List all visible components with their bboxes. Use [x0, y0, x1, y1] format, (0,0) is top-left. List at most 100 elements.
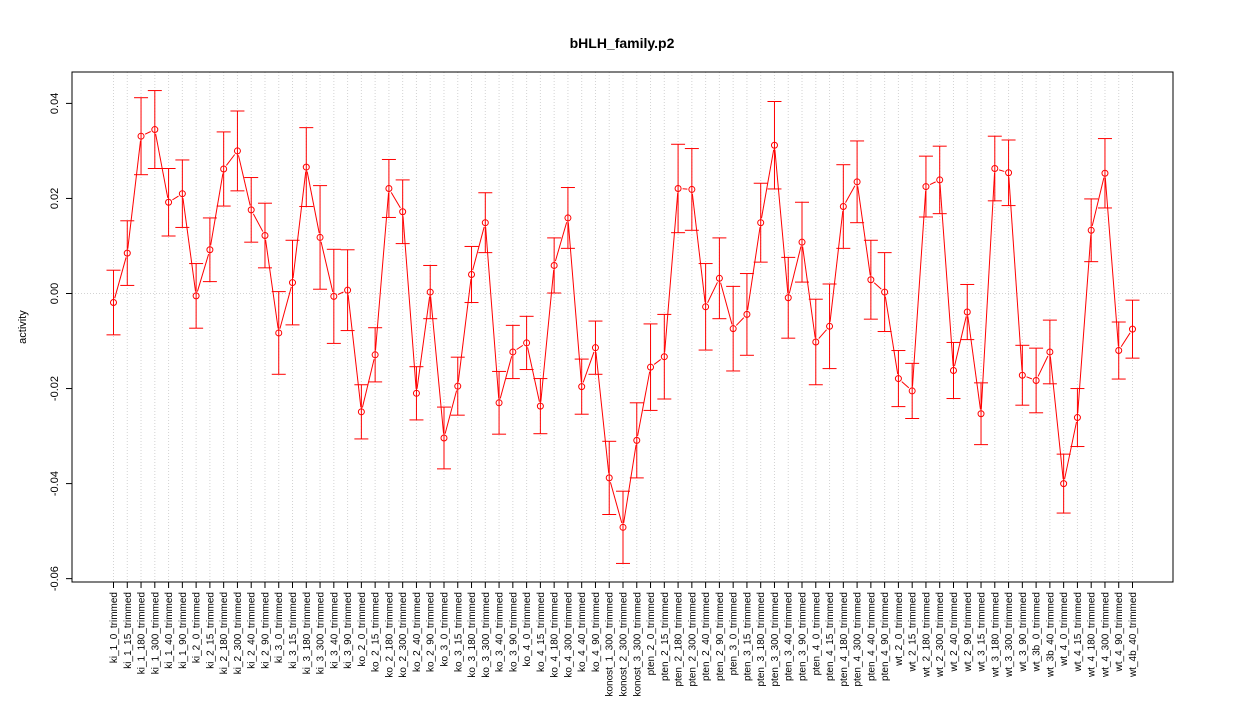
data-point [1005, 169, 1013, 177]
data-point [412, 389, 420, 397]
x-tick-label: pten_2_180_trimmed [674, 592, 685, 687]
x-tick-label: ko_2_0_trimmed [357, 592, 368, 666]
x-tick-label: ko_4_15_trimmed [536, 592, 547, 672]
data-point [247, 206, 255, 214]
series-line-segment [1120, 332, 1131, 348]
data-point [550, 261, 558, 269]
series-line-segment [595, 352, 610, 474]
series-line-segment [747, 227, 761, 311]
x-tick-label: wt_3_300_trimmed [1004, 592, 1015, 678]
plot-frame [71, 71, 1174, 583]
x-tick-label: pten_2_15_trimmed [660, 592, 671, 681]
data-point [289, 279, 297, 287]
x-tick-label: wt_3b_0_trimmed [1032, 592, 1043, 672]
data-point [949, 366, 957, 374]
x-tick-label: pten_4_40_trimmed [866, 592, 877, 681]
x-tick-label: wt_4_180_trimmed [1087, 592, 1098, 678]
series-line-segment [225, 154, 236, 166]
series-line-segment [361, 359, 375, 408]
series-line-segment [554, 222, 568, 262]
x-tick-label: ko_3_90_trimmed [508, 592, 519, 672]
data-point [192, 292, 200, 300]
series [106, 90, 1140, 564]
series-line-segment [567, 222, 582, 383]
data-point [757, 219, 765, 227]
data-point [564, 214, 572, 222]
data-point [426, 288, 434, 296]
data-point [137, 132, 145, 140]
x-tick-label: pten_3_180_trimmed [756, 592, 767, 687]
data-point [233, 147, 241, 155]
series-line-segment [252, 213, 264, 232]
series-line-segment [196, 253, 210, 292]
y-tick-label: 0.04 [49, 93, 61, 114]
x-tick-label: ki_2_180_trimmed [219, 592, 230, 674]
data-point [1032, 376, 1040, 384]
x-tick-label: ki_3_180_trimmed [302, 592, 313, 674]
data-point [784, 294, 792, 302]
data-point [275, 329, 283, 337]
series-line-segment [884, 296, 899, 375]
y-axis-label: activity [17, 310, 29, 344]
series-line-segment [1091, 177, 1105, 227]
series-line-segment [691, 193, 706, 303]
series-line-segment [980, 172, 996, 410]
series-line-segment [127, 140, 142, 249]
series-line-segment [939, 184, 954, 367]
series-line-segment [144, 131, 151, 135]
data-point [481, 219, 489, 227]
x-tick-label: ki_1_90_trimmed [178, 592, 189, 669]
x-tick-label: ko_4_180_trimmed [550, 592, 561, 678]
series-line-segment [623, 444, 637, 523]
x-tick-label: ki_2_90_trimmed [260, 592, 271, 669]
data-point [371, 351, 379, 359]
data-point [963, 308, 971, 316]
y-axis: -0.06 -0.04 -0.02 0.00 0.02 0.04 [49, 93, 73, 591]
x-tick-label: konost_3_300_trimmed [632, 592, 643, 697]
data-point [1087, 226, 1095, 234]
series-line-segment [306, 171, 320, 234]
x-tick-label: wt_2_300_trimmed [935, 592, 946, 678]
data-point [908, 387, 916, 395]
x-tick-label: ko_2_15_trimmed [371, 592, 382, 672]
y-tick-label: 0.00 [49, 283, 61, 304]
x-tick-label: pten_4_15_trimmed [825, 592, 836, 681]
x-tick-label: wt_2_0_trimmed [894, 592, 905, 667]
x-tick-label: ko_4_300_trimmed [563, 592, 574, 678]
x-tick-label: wt_4b_40_trimmed [1128, 592, 1139, 678]
series-line-segment [901, 381, 910, 389]
data-point [591, 344, 599, 352]
series-line-segment [788, 246, 802, 294]
series-line-segment [540, 269, 555, 402]
chart-title: bHLH_family.p2 [570, 35, 675, 51]
x-tick-label: ki_3_15_trimmed [288, 592, 299, 669]
x-tick-label: wt_3b_40_trimmed [1045, 592, 1056, 678]
x-tick-label: ki_1_15_trimmed [123, 592, 134, 669]
x-tick-label: wt_4_90_trimmed [1114, 592, 1125, 672]
data-point [743, 310, 751, 318]
series-line-segment [430, 296, 445, 434]
x-tick-label: wt_2_90_trimmed [963, 592, 974, 672]
data-point [1046, 348, 1054, 356]
data-point [647, 363, 655, 371]
data-point [344, 286, 352, 294]
data-point [454, 382, 462, 390]
data-point [523, 339, 531, 347]
data-point [853, 178, 861, 186]
data-point [509, 348, 517, 356]
x-tick-label: wt_3_90_trimmed [1018, 592, 1029, 672]
data-point [330, 292, 338, 300]
x-tick-label: ko_3_180_trimmed [467, 592, 478, 678]
data-point [316, 233, 324, 241]
x-tick-label: ki_2_300_trimmed [233, 592, 244, 674]
series-line-segment [735, 317, 745, 326]
data-point [702, 303, 710, 311]
series-line-segment [653, 359, 662, 365]
data-point [812, 338, 820, 346]
series-line-segment [609, 482, 623, 524]
data-point [495, 399, 503, 407]
data-point [867, 276, 875, 284]
series-line-segment [265, 239, 279, 329]
x-tick-label: pten_3_0_trimmed [729, 592, 740, 675]
